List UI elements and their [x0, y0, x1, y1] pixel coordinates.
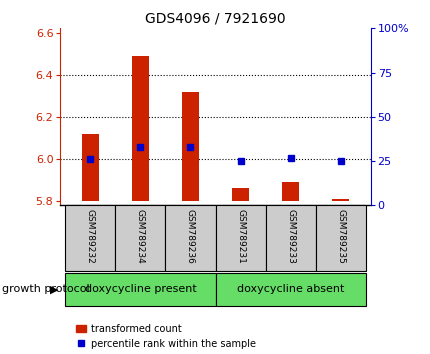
Bar [131, 56, 149, 201]
Text: GSM789232: GSM789232 [86, 209, 95, 264]
Title: GDS4096 / 7921690: GDS4096 / 7921690 [145, 12, 285, 26]
Bar [281, 182, 299, 201]
Bar [215, 273, 365, 306]
Text: GSM789233: GSM789233 [286, 209, 295, 264]
Bar [65, 205, 115, 271]
Text: doxycycline absent: doxycycline absent [237, 284, 344, 295]
Text: GSM789231: GSM789231 [236, 209, 245, 264]
Text: growth protocol: growth protocol [2, 284, 89, 295]
Text: GSM789236: GSM789236 [185, 209, 194, 264]
Text: ▶: ▶ [49, 284, 58, 295]
Bar [165, 205, 215, 271]
Bar [115, 205, 165, 271]
Text: GSM789235: GSM789235 [335, 209, 344, 264]
Legend: transformed count, percentile rank within the sample: transformed count, percentile rank withi… [72, 320, 259, 353]
Bar [265, 205, 315, 271]
Bar [315, 205, 365, 271]
Bar [181, 92, 199, 201]
Bar [65, 273, 215, 306]
Text: GSM789234: GSM789234 [135, 209, 144, 264]
Bar [81, 134, 99, 201]
Bar [231, 188, 249, 201]
Text: doxycycline present: doxycycline present [84, 284, 196, 295]
Bar [215, 205, 265, 271]
Bar [331, 199, 349, 201]
